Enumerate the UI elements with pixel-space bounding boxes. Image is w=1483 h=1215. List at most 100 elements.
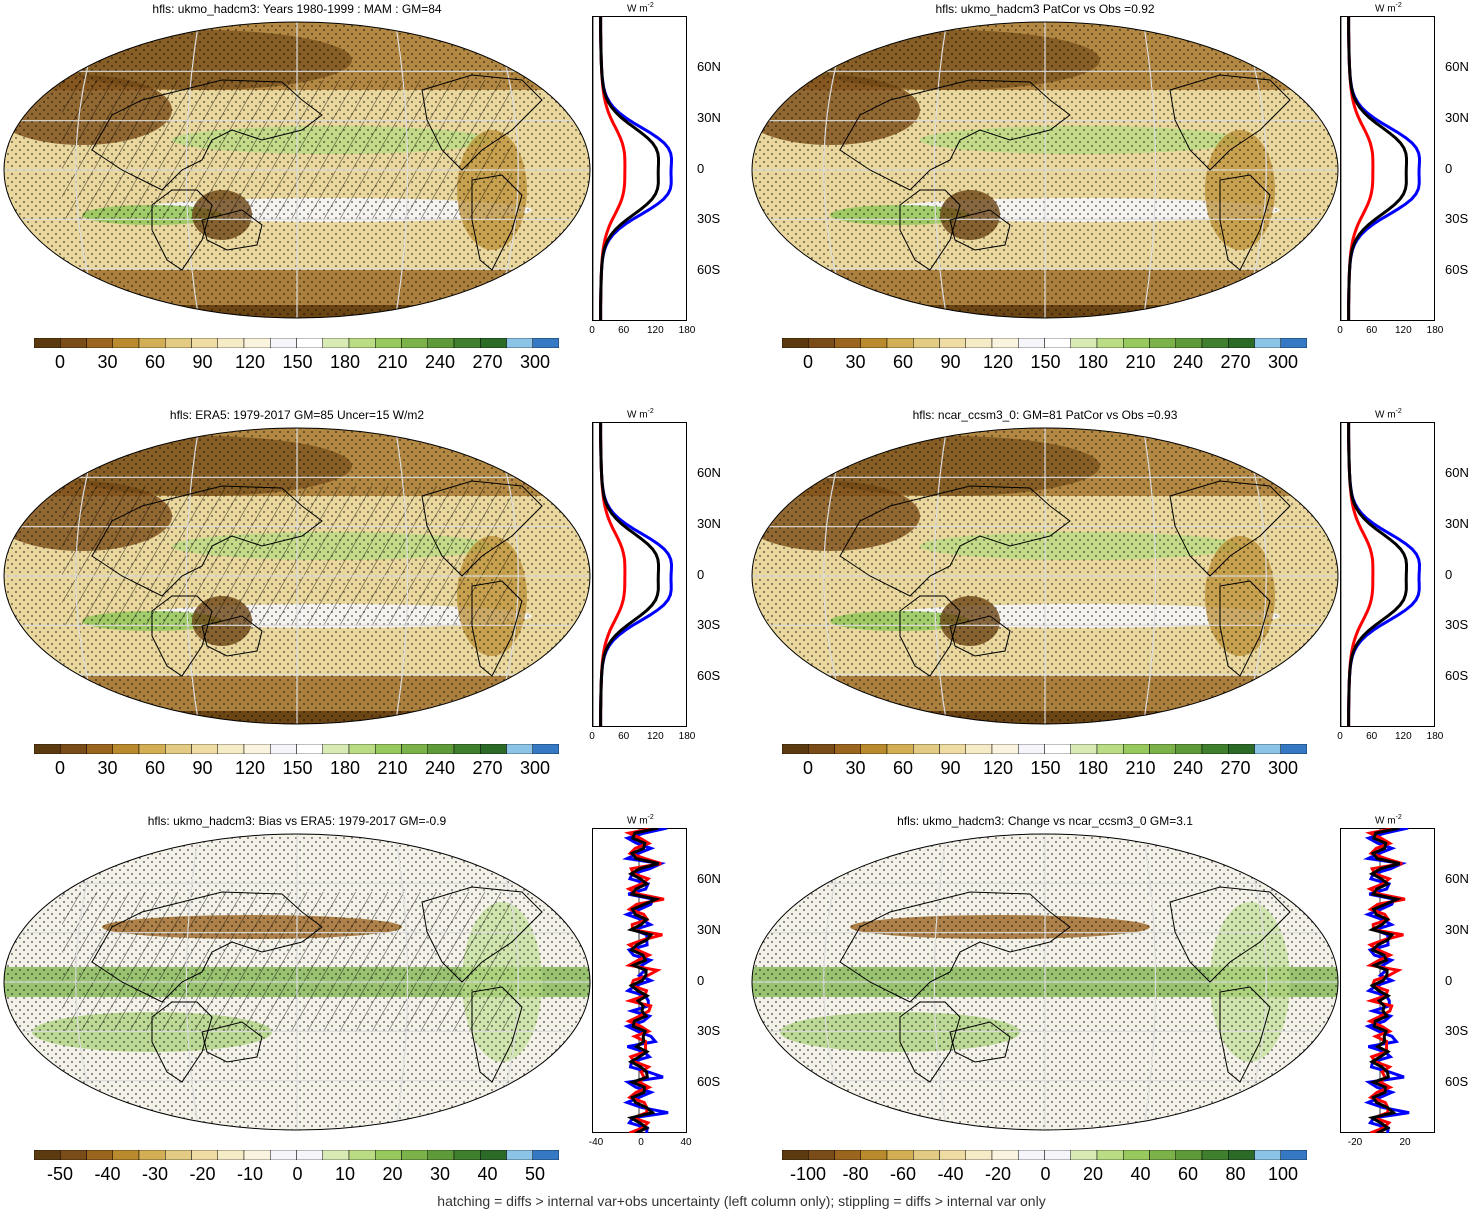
colorbar-swatch: [375, 338, 402, 348]
latitude-label: 60S: [1445, 262, 1469, 278]
latitude-label: 30S: [1445, 617, 1469, 633]
colorbar-label: 60: [144, 758, 166, 778]
colorbar-swatch: [1228, 338, 1255, 348]
units-label: W m-2: [627, 408, 654, 421]
colorbar-swatch: [191, 1150, 218, 1160]
robinson-map: [751, 427, 1339, 725]
colorbar-swatch: [808, 1150, 835, 1160]
colorbar-label: 60: [892, 352, 914, 372]
colorbar-swatch: [808, 338, 835, 348]
colorbar-swatch: [782, 744, 809, 754]
profile-line-diff: [1365, 828, 1406, 1133]
colorbar-swatch: [480, 1150, 507, 1160]
colorbar-swatch: [86, 1150, 113, 1160]
latitude-label: 60N: [697, 464, 721, 480]
colorbar-swatch: [138, 338, 166, 348]
latitude-label: 30S: [697, 211, 721, 227]
colorbar-swatch: [782, 338, 809, 348]
colorbar-swatch: [86, 744, 113, 754]
profile-x-tick: -40: [588, 1137, 604, 1148]
colorbar-swatch: [506, 744, 533, 754]
colorbar-label: -30: [141, 1164, 168, 1184]
profile-x-tick: 0: [589, 325, 595, 336]
colorbar-swatch: [965, 744, 993, 754]
profile-line-model: [1347, 16, 1408, 321]
latitude-label: 60S: [697, 262, 721, 278]
colorbar-swatch: [375, 744, 402, 754]
colorbar-swatch: [1149, 338, 1176, 348]
coastline: [91, 480, 543, 677]
colorbar-swatch: [532, 1150, 559, 1160]
profile-x-tick: 120: [1394, 325, 1412, 336]
colorbar-label: 30: [97, 758, 118, 778]
colorbar-swatch: [453, 338, 481, 348]
latitude-label: 0: [1445, 160, 1453, 176]
colorbar-swatch: [191, 744, 218, 754]
colorbar-swatch: [965, 338, 993, 348]
zonal-mean-profile: [1340, 16, 1435, 321]
profile-x-tick: 60: [1366, 731, 1378, 742]
colorbar-swatch: [480, 744, 507, 754]
colorbar-swatch: [34, 1150, 61, 1160]
latitude-label: 0: [697, 566, 705, 582]
colorbar-swatch: [1175, 744, 1203, 754]
colorbar-swatch: [453, 1150, 481, 1160]
robinson-map: [3, 833, 591, 1131]
colorbar-label: -20: [189, 1164, 216, 1184]
colorbar-swatch: [782, 1150, 809, 1160]
profile-x-tick: 20: [1399, 1137, 1411, 1148]
colorbar-swatch: [1175, 1150, 1203, 1160]
units-label: W m-2: [1375, 814, 1402, 827]
colorbar-swatch: [138, 744, 166, 754]
latitude-label: 60N: [697, 58, 721, 74]
colorbar-swatch: [939, 1150, 966, 1160]
latitude-label: 30S: [1445, 1023, 1469, 1039]
colorbar-swatch: [1149, 1150, 1176, 1160]
latitude-label: 30S: [697, 617, 721, 633]
colorbar-label: 20: [382, 1164, 403, 1184]
colorbar-swatch: [1070, 744, 1098, 754]
colorbar-swatch: [1096, 338, 1124, 348]
colorbar-label: 120: [982, 758, 1014, 778]
robinson-map: [3, 21, 591, 319]
colorbar-swatch: [860, 744, 888, 754]
colorbar-swatch: [243, 338, 271, 348]
colorbar-swatch: [401, 744, 428, 754]
colorbar-swatch: [1149, 744, 1176, 754]
colorbar-swatch: [217, 744, 245, 754]
profile-x-tick: 180: [678, 325, 696, 336]
profile-line-model: [1347, 422, 1408, 727]
latitude-label: 30S: [697, 1023, 721, 1039]
colorbar-swatch: [270, 338, 297, 348]
colorbar: [34, 1150, 559, 1160]
colorbar-label: 180: [329, 352, 361, 372]
latitude-label: 30N: [1445, 515, 1469, 531]
colorbar-swatch: [1201, 744, 1229, 754]
colorbar-swatch: [965, 1150, 993, 1160]
profile-x-tick: 60: [618, 731, 630, 742]
colorbar-label: 270: [472, 758, 503, 778]
colorbar-swatch: [1123, 744, 1150, 754]
colorbar-label: 240: [1172, 758, 1204, 778]
profile-x-tick: 0: [638, 1137, 644, 1148]
units-label: W m-2: [1375, 408, 1402, 421]
colorbar-label: -50: [46, 1164, 73, 1184]
colorbar-swatch: [1070, 338, 1098, 348]
colorbar-swatch: [401, 338, 428, 348]
colorbar-label: 300: [1267, 352, 1299, 372]
coastline: [91, 74, 543, 271]
colorbar-label: 270: [472, 352, 503, 372]
latitude-label: 60S: [697, 1074, 721, 1090]
panel-title: hfls: ncar_ccsm3_0: GM=81 PatCor vs Obs …: [912, 408, 1178, 422]
colorbar-swatch: [165, 744, 192, 754]
robinson-map: [3, 427, 591, 725]
profile-line-model: [1367, 828, 1402, 1133]
colorbar-swatch: [427, 744, 455, 754]
colorbar-swatch: [1280, 744, 1307, 754]
latitude-label: 30S: [1445, 211, 1469, 227]
colorbar-label: 30: [429, 1164, 451, 1184]
colorbar-swatch: [1018, 1150, 1045, 1160]
colorbar-swatch: [1254, 744, 1281, 754]
footnote: hatching = diffs > internal var+obs unce…: [437, 1193, 1046, 1209]
panel-title: hfls: ukmo_hadcm3: Change vs ncar_ccsm3_…: [897, 814, 1193, 828]
